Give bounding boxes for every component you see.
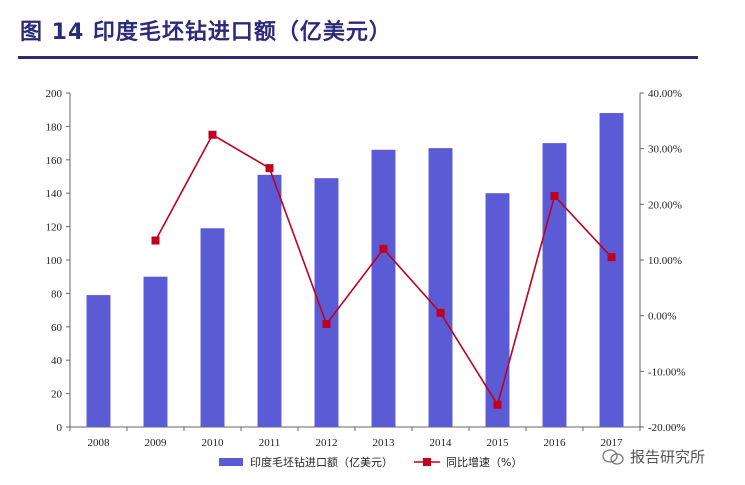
growth-point-2014	[436, 308, 445, 317]
left-tick-label: 120	[46, 222, 63, 234]
left-tick-label: 180	[46, 121, 63, 133]
bar-2014	[428, 148, 453, 428]
right-tick-label: 20.00%	[648, 199, 682, 211]
bar-2016	[542, 143, 567, 427]
left-tick-label: 40	[51, 355, 63, 367]
growth-point-2016	[550, 191, 559, 200]
left-tick-label: 20	[51, 389, 63, 401]
bar-2015	[485, 193, 510, 427]
x-tick-label: 2015	[487, 437, 510, 449]
x-tick-label: 2011	[259, 437, 281, 449]
bar-2017	[599, 113, 624, 427]
right-tick-label: -20.00%	[648, 422, 686, 434]
left-tick-label: 60	[51, 322, 63, 334]
watermark-text: 报告研究所	[630, 448, 706, 466]
left-tick-label: 200	[46, 88, 63, 100]
x-tick-label: 2017	[601, 437, 624, 449]
left-tick-label: 80	[51, 288, 63, 300]
left-tick-label: 160	[46, 155, 63, 167]
chart-title: 图 14 印度毛坯钻进口额（亿美元）	[20, 20, 392, 45]
legend-line-label: 同比增速（%）	[446, 455, 522, 469]
growth-point-2011	[265, 164, 274, 173]
bar-2012	[314, 178, 339, 427]
growth-point-2010	[208, 130, 217, 139]
x-tick-label: 2016	[544, 437, 567, 449]
x-tick-label: 2009	[145, 437, 168, 449]
growth-point-2009	[151, 236, 160, 245]
x-tick-label: 2010	[202, 437, 225, 449]
growth-point-2015	[493, 400, 502, 409]
title-underline	[18, 56, 698, 59]
watermark: 报告研究所	[602, 446, 705, 467]
x-tick-label: 2013	[373, 437, 396, 449]
right-tick-label: 40.00%	[648, 88, 682, 100]
bar-2009	[143, 276, 168, 427]
bar-2013	[371, 149, 396, 427]
x-tick-label: 2008	[88, 437, 111, 449]
wechat-icon	[602, 448, 624, 465]
right-tick-label: 10.00%	[648, 255, 682, 267]
right-tick-label: 0.00%	[648, 311, 676, 323]
growth-point-2017	[607, 253, 616, 262]
legend-line-marker	[423, 458, 431, 466]
x-tick-label: 2014	[430, 437, 453, 449]
legend-bar-label: 印度毛坯钻进口额（亿美元）	[250, 455, 393, 469]
left-tick-label: 0	[57, 422, 63, 434]
legend-bar-swatch	[219, 458, 243, 466]
left-tick-label: 100	[46, 255, 63, 267]
left-tick-label: 140	[46, 188, 63, 200]
growth-point-2012	[322, 320, 331, 329]
bar-2010	[200, 228, 225, 427]
right-tick-label: -10.00%	[648, 366, 686, 378]
growth-point-2013	[379, 244, 388, 253]
x-tick-label: 2012	[316, 437, 338, 449]
bar-2011	[257, 174, 282, 427]
bar-2008	[86, 295, 111, 427]
right-tick-label: 30.00%	[648, 144, 682, 156]
